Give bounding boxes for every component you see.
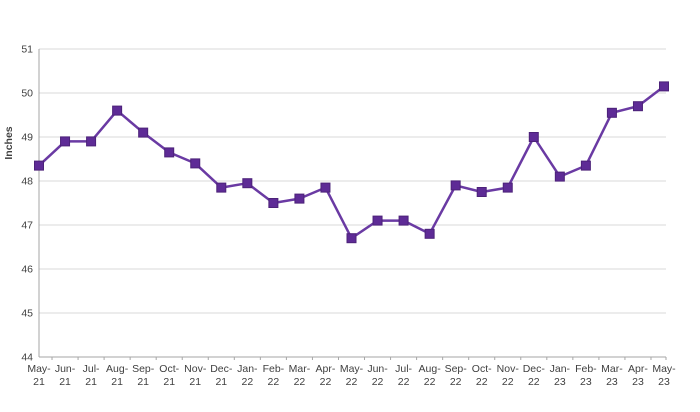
x-tick-label: Jun-21	[55, 363, 76, 388]
y-tick-label: 50	[21, 88, 33, 100]
x-tick-label: Sep-21	[132, 363, 155, 388]
data-point-marker	[60, 136, 71, 147]
x-tick-label: Dec-21	[210, 363, 233, 388]
y-tick-label: 49	[21, 132, 33, 144]
y-tick-label: 45	[21, 308, 33, 320]
data-point-marker	[190, 158, 201, 169]
x-tick-label: Mar-22	[289, 363, 311, 388]
series-line	[37, 85, 666, 240]
x-tick-label: Nov-22	[497, 363, 520, 388]
x-tick-label: Nov-21	[184, 363, 207, 388]
data-point-marker	[320, 182, 331, 193]
data-point-marker	[580, 160, 591, 171]
data-point-marker	[659, 81, 669, 92]
x-tick-label: Feb-23	[575, 363, 597, 388]
data-point-marker	[216, 182, 227, 193]
data-point-marker	[632, 101, 643, 112]
y-tick-label: 44	[21, 352, 33, 364]
x-tick-label: Aug-21	[106, 363, 129, 388]
x-tick-label: May-23	[652, 363, 676, 388]
x-tick-label: Oct-21	[159, 363, 179, 388]
data-point-marker	[268, 198, 279, 208]
y-tick-label: 47	[21, 220, 33, 232]
data-point-marker	[138, 127, 149, 138]
data-point-marker	[346, 233, 357, 244]
data-point-marker	[164, 147, 175, 158]
x-tick-label: Dec-22	[523, 363, 546, 388]
data-point-marker	[242, 178, 253, 189]
data-point-marker	[554, 171, 565, 182]
x-tick-label: Jul-21	[83, 363, 100, 388]
data-point-marker	[424, 228, 435, 239]
x-tick-label: Apr-22	[316, 363, 336, 388]
data-point-marker	[606, 107, 617, 118]
data-point-marker	[476, 187, 487, 197]
x-tick-label: Oct-22	[472, 363, 492, 388]
x-tick-label: Feb-22	[263, 363, 285, 388]
x-tick-label: Apr-23	[628, 363, 648, 388]
x-tick-label: Jan-23	[550, 363, 571, 388]
x-tick-label: Aug-22	[419, 363, 442, 388]
data-point-marker	[502, 182, 513, 193]
x-tick-label: Jan-22	[237, 363, 258, 388]
y-tick-label: 46	[21, 264, 33, 276]
x-tick-label: Mar-23	[601, 363, 623, 388]
x-tick-label: May-22	[340, 363, 364, 388]
data-point-marker	[372, 215, 383, 226]
x-tick-label: Sep-22	[445, 363, 468, 388]
x-tick-label: Jun-22	[367, 363, 388, 388]
data-point-marker	[86, 136, 97, 147]
data-point-marker	[294, 193, 305, 204]
data-point-marker	[34, 160, 44, 171]
y-tick-label: 48	[21, 176, 33, 188]
data-point-marker	[112, 105, 123, 116]
y-axis-title: Inches	[3, 126, 15, 159]
data-point-marker	[398, 215, 409, 226]
data-point-marker	[450, 180, 461, 191]
y-tick-label: 51	[21, 44, 33, 56]
data-point-marker	[528, 132, 539, 142]
x-tick-label: May-21	[27, 363, 51, 388]
x-tick-label: Jul-22	[395, 363, 412, 388]
